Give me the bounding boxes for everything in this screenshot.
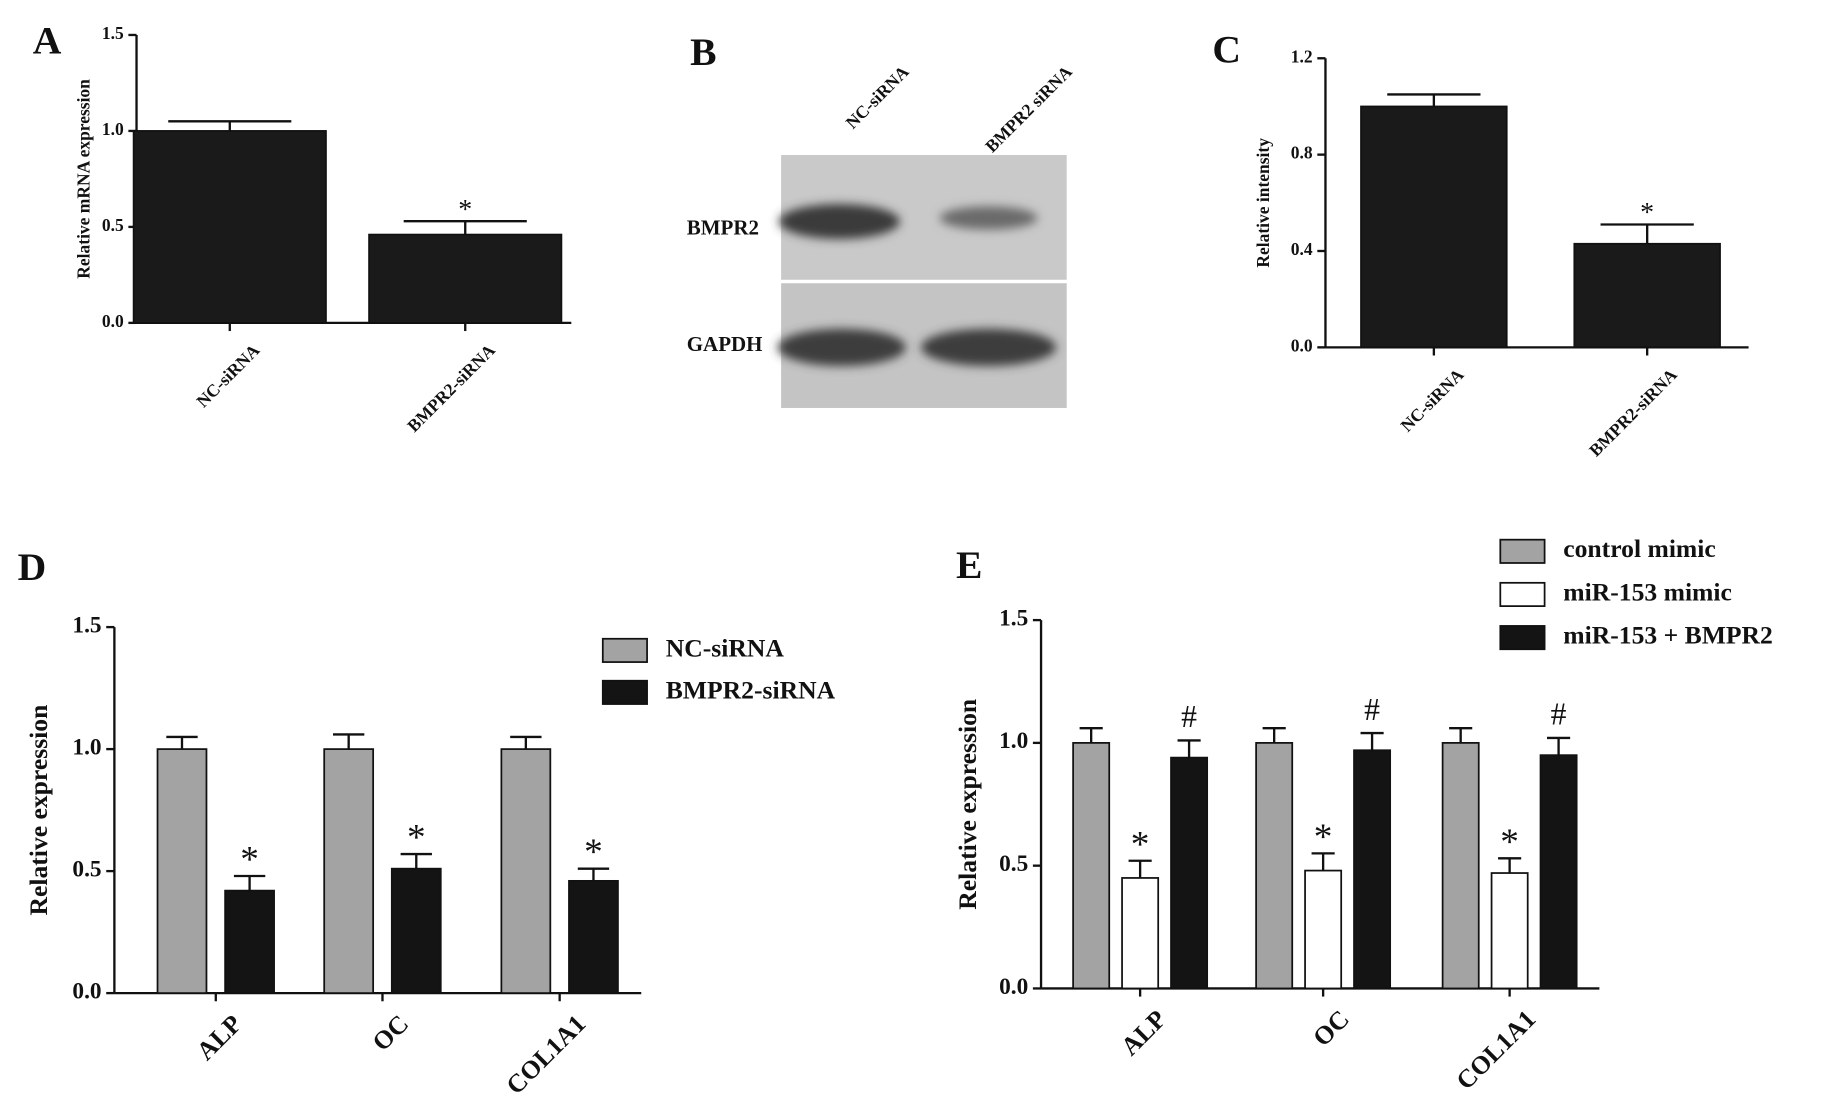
bar bbox=[156, 748, 208, 994]
legend-swatch bbox=[601, 679, 648, 705]
x-tick-label: OC bbox=[1307, 1004, 1355, 1052]
y-tick-label: 1.5 bbox=[102, 23, 124, 43]
blot-image bbox=[777, 155, 1067, 408]
blot-band bbox=[777, 328, 906, 367]
x-tick-label: NC-siRNA bbox=[1396, 364, 1467, 435]
bar bbox=[1072, 742, 1111, 990]
bar bbox=[1441, 742, 1480, 990]
significance-mark: * bbox=[458, 194, 472, 225]
bar bbox=[1360, 105, 1508, 349]
bar bbox=[368, 233, 563, 324]
legend-swatch bbox=[1499, 538, 1546, 564]
significance-mark: # bbox=[1181, 699, 1197, 734]
bar bbox=[1490, 872, 1529, 990]
legend-label: BMPR2-siRNA bbox=[666, 675, 836, 704]
x-tick-label: BMPR2-siRNA bbox=[1585, 364, 1681, 460]
x-tick-label: ALP bbox=[1115, 1004, 1172, 1061]
panel-letter: D bbox=[18, 545, 47, 589]
y-axis-label: Relative intensity bbox=[1253, 138, 1273, 268]
x-tick-label: COL1A1 bbox=[1450, 1004, 1541, 1095]
bar bbox=[390, 867, 442, 994]
panel-letter: E bbox=[956, 543, 982, 587]
bar bbox=[500, 748, 552, 994]
y-tick-label: 0.0 bbox=[102, 311, 124, 331]
panel-letter: A bbox=[33, 18, 62, 62]
bar bbox=[1353, 749, 1392, 990]
x-tick-label: ALP bbox=[191, 1009, 248, 1066]
bar bbox=[1539, 754, 1578, 990]
y-tick-label: 1.0 bbox=[999, 728, 1028, 754]
bar bbox=[224, 889, 275, 994]
legend-label: miR-153 + BMPR2 bbox=[1563, 620, 1773, 649]
y-tick-label: 0.0 bbox=[999, 974, 1028, 1000]
y-tick-label: 0.5 bbox=[72, 856, 101, 882]
legend-swatch bbox=[1499, 625, 1546, 651]
y-axis-label: Relative expression bbox=[24, 705, 53, 916]
x-tick-label: NC-siRNA bbox=[192, 340, 263, 411]
row-label: BMPR2 bbox=[687, 215, 759, 239]
legend-label: control mimic bbox=[1563, 534, 1716, 563]
significance-mark: * bbox=[1500, 822, 1519, 863]
y-tick-label: 0.5 bbox=[102, 215, 124, 235]
legend-label: miR-153 mimic bbox=[1563, 577, 1732, 606]
blot-band bbox=[939, 206, 1038, 230]
x-tick-label: BMPR2-siRNA bbox=[403, 340, 499, 436]
bar bbox=[1255, 742, 1294, 990]
y-tick-label: 1.5 bbox=[999, 605, 1028, 631]
y-tick-label: 0.8 bbox=[1291, 143, 1313, 163]
blot-band bbox=[778, 203, 901, 239]
y-tick-label: 0.0 bbox=[1291, 335, 1313, 355]
lane-label: BMPR2 siRNA bbox=[981, 61, 1076, 156]
bar bbox=[323, 748, 375, 994]
legend-swatch bbox=[601, 637, 648, 663]
y-tick-label: 1.0 bbox=[102, 119, 124, 139]
blot-band bbox=[920, 328, 1057, 367]
legend-swatch bbox=[1499, 581, 1546, 607]
y-axis-label: Relative mRNA expression bbox=[73, 79, 93, 279]
significance-mark: # bbox=[1551, 697, 1567, 732]
significance-mark: * bbox=[584, 832, 603, 873]
bar bbox=[132, 130, 327, 324]
significance-mark: # bbox=[1364, 692, 1380, 727]
x-tick-label: OC bbox=[367, 1009, 415, 1057]
significance-mark: * bbox=[1131, 824, 1150, 865]
lane-label: NC-siRNA bbox=[842, 61, 913, 132]
y-axis-label: Relative expression bbox=[953, 699, 982, 910]
significance-mark: * bbox=[1640, 197, 1654, 228]
panel-letter: C bbox=[1212, 28, 1241, 72]
bar bbox=[1121, 877, 1160, 990]
bar bbox=[568, 879, 619, 994]
y-tick-label: 0.5 bbox=[999, 851, 1028, 877]
legend-label: NC-siRNA bbox=[666, 633, 785, 662]
bar bbox=[1573, 242, 1721, 349]
significance-mark: * bbox=[1314, 817, 1333, 858]
y-tick-label: 1.5 bbox=[72, 612, 101, 638]
x-tick-label: COL1A1 bbox=[500, 1009, 591, 1100]
row-label: GAPDH bbox=[687, 332, 763, 356]
y-tick-label: 1.0 bbox=[72, 734, 101, 760]
significance-mark: * bbox=[407, 818, 426, 859]
y-tick-label: 0.0 bbox=[72, 978, 101, 1004]
bar bbox=[1304, 869, 1343, 990]
y-tick-label: 0.4 bbox=[1291, 239, 1313, 259]
significance-mark: * bbox=[240, 839, 259, 880]
y-tick-label: 1.2 bbox=[1291, 46, 1313, 66]
panel-letter: B bbox=[690, 30, 716, 74]
bar bbox=[1170, 756, 1209, 990]
